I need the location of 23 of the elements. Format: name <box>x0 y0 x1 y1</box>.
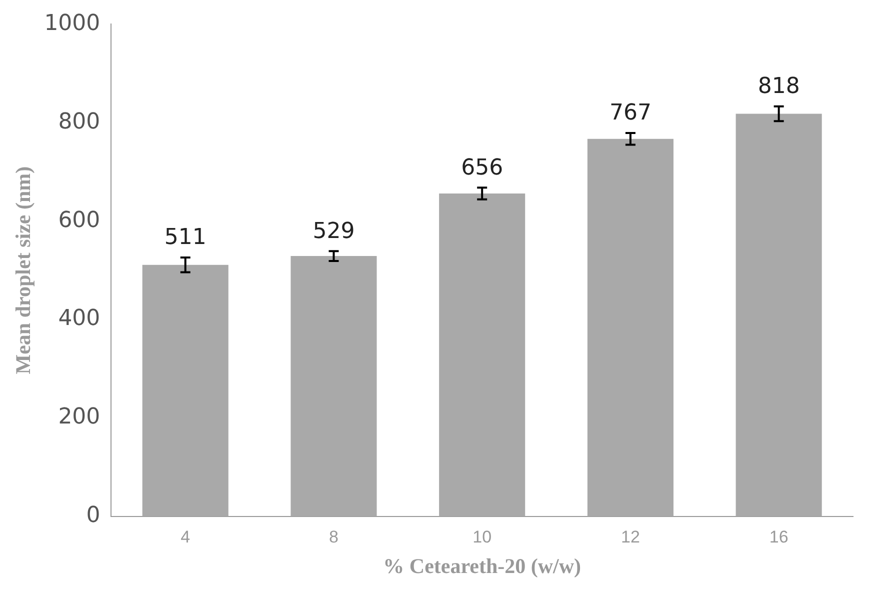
y-axis-title: Mean droplet size (nm) <box>11 166 36 374</box>
y-tick-label: 400 <box>58 306 100 332</box>
x-axis-title: % Ceteareth-20 (w/w) <box>383 554 582 578</box>
x-tick-label: 10 <box>472 527 492 546</box>
data-label: 656 <box>461 155 504 180</box>
x-tick-label: 8 <box>328 527 338 546</box>
y-tick-label: 1000 <box>44 10 100 36</box>
bar <box>290 256 377 516</box>
x-tick-label: 4 <box>180 527 190 546</box>
data-label: 529 <box>312 218 355 244</box>
bar <box>142 264 228 516</box>
data-label: 767 <box>609 100 652 126</box>
x-tick-label: 16 <box>769 527 788 546</box>
y-tick-label: 0 <box>86 503 100 528</box>
y-tick-label: 600 <box>58 208 100 233</box>
y-tick-label: 200 <box>58 404 100 430</box>
data-label: 818 <box>758 74 800 100</box>
bar <box>587 138 674 516</box>
data-label: 511 <box>164 225 206 250</box>
x-tick-label: 12 <box>620 527 640 546</box>
bar <box>736 114 822 516</box>
y-tick-label: 800 <box>58 109 100 134</box>
bar <box>439 194 526 516</box>
